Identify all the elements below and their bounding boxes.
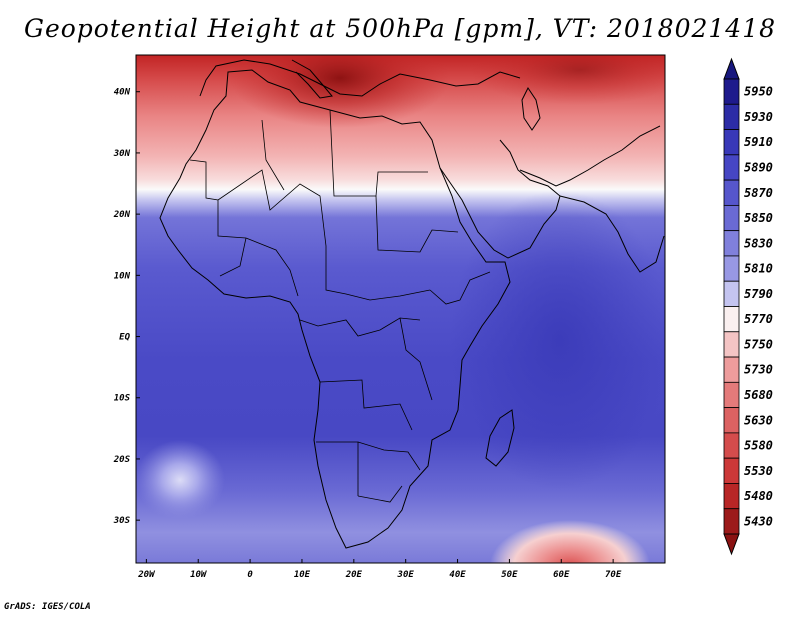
border-line [189,159,247,239]
europe-coastline [199,59,521,97]
colorbar-swatch [723,179,740,206]
grads-credit: GrADS: IGES/COLA [4,602,91,612]
colorbar-swatch [723,306,740,333]
lat-tick-label: 30S [113,516,131,526]
colorbar: 5950 5930 5910 5890 5870 5850 5830 5810 5790 5770… [723,57,773,556]
colorbar-label: 5930 [744,110,773,124]
border-line [261,119,285,191]
india-coastline [559,195,665,273]
atlantic-high [136,440,225,520]
colorbar-swatch [723,204,740,232]
colorbar-swatch [723,432,740,459]
colorbar-label: 5680 [744,388,773,402]
lat-tick-label: 40N [114,88,131,98]
colorbar-swatch [723,129,740,156]
colorbar-label: 5810 [744,262,773,276]
southern-trough [490,520,650,563]
lat-tick-label: 10N [114,271,131,281]
colorbar-swatch [723,508,740,535]
italy-coastline [291,59,333,99]
asian-trough [470,55,665,105]
lon-tick-label: 40E [449,570,466,580]
colorbar-label: 5890 [744,160,773,174]
border-line [325,246,431,301]
lon-tick-label: 20W [137,570,156,580]
colorbar-label: 5850 [744,211,773,225]
indian-ocean-high [450,190,665,490]
colorbar-label: 5950 [744,85,773,99]
colorbar-swatch [723,381,740,409]
border-line [217,169,327,247]
coastlines [159,59,665,549]
colorbar-label: 5730 [744,363,773,377]
colorbar-swatch [723,78,740,105]
border-line [357,485,403,503]
border-line [316,441,421,496]
lon-tick-label: 0 [247,570,253,580]
lat-tick-label: EQ [119,333,130,343]
colorbar-swatch [723,103,740,130]
colorbar-label: 5580 [744,439,773,453]
colorbar-swatch [723,407,740,434]
longitude-axis: 20W 10W 0 10E 20E 30E 40E 50E 60E 70E [137,559,622,580]
height-field [136,55,665,563]
colorbar-swatch [723,457,740,484]
colorbar-label: 5750 [744,337,773,351]
lon-tick-label: 20E [345,570,363,580]
lon-tick-label: 10W [190,570,208,580]
madagascar-coastline [485,409,515,467]
lon-tick-label: 60E [553,570,570,580]
mediterranean-trough [230,55,450,128]
lon-tick-label: 30E [397,570,415,580]
arabia-coastline [439,139,561,259]
colorbar-label: 5630 [744,413,773,427]
latitude-axis: 40N 30N 20N 10N EQ 10S 20S 30S [113,88,140,526]
colorbar-label: 5430 [744,514,773,528]
colorbar-swatch [723,255,740,282]
africa-coastline [159,69,511,549]
lon-tick-label: 70E [605,570,622,580]
lat-tick-label: 10S [114,394,131,404]
colorbar-label: 5830 [744,236,773,250]
colorbar-swatch [723,230,740,257]
colorbar-swatch [723,280,740,307]
border-line [375,195,459,253]
colorbar-label: 5870 [744,186,773,200]
colorbar-min-arrow [723,533,740,556]
colorbar-label: 5910 [744,135,773,149]
map-frame [135,54,666,564]
lat-tick-label: 30N [113,149,131,159]
colorbar-label: 5480 [744,489,773,503]
caspian-coastline [521,87,541,131]
border-line [219,237,299,297]
colorbar-swatch [723,154,740,181]
lon-tick-label: 10E [294,570,311,580]
lat-tick-label: 20N [113,210,131,220]
colorbar-label: 5790 [744,287,773,301]
colorbar-max-arrow [723,57,740,80]
colorbar-label: 5770 [744,312,773,326]
colorbar-swatch [723,483,740,510]
lon-tick-label: 50E [501,570,518,580]
map-title: Geopotential Height at 500hPa [gpm], VT:… [23,14,777,43]
colorbar-swatch [723,356,740,383]
border-line [429,271,491,305]
persian-gulf-coastline [519,125,661,187]
colorbar-swatch [723,331,740,358]
colorbar-label: 5530 [744,464,773,478]
lat-tick-label: 20S [113,455,131,465]
country-borders [189,109,491,503]
border-line [399,317,433,401]
border-line [319,379,413,431]
